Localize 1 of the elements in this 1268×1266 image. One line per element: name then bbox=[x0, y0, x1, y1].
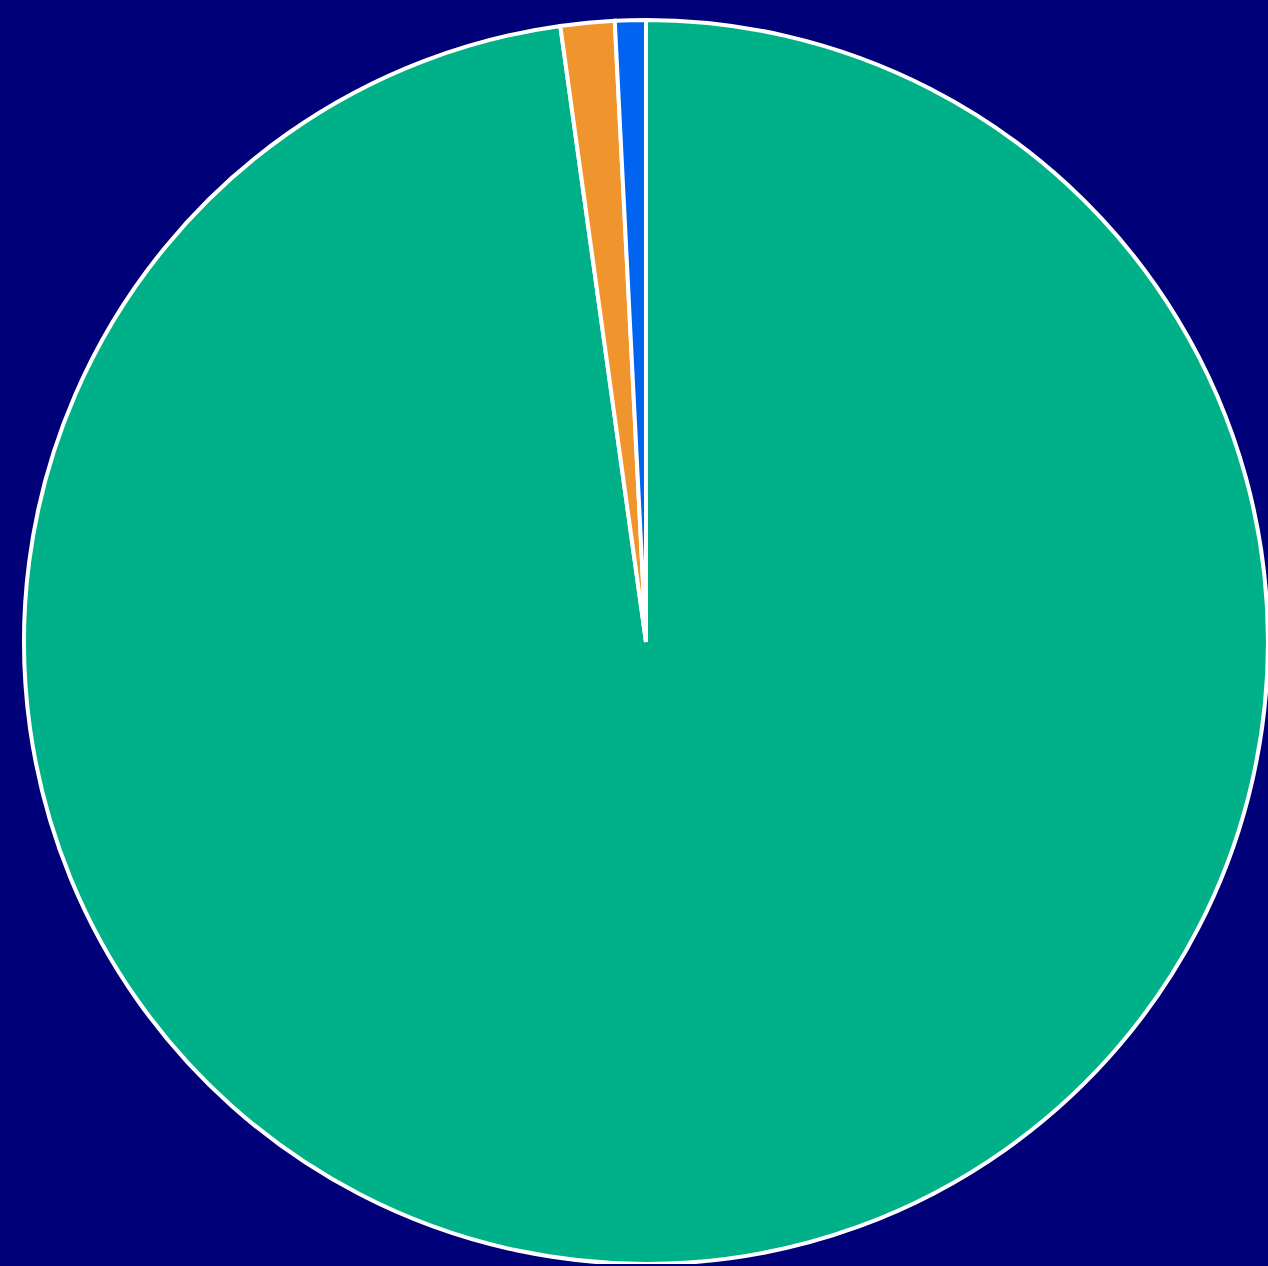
pie-slice bbox=[22, 18, 1268, 1264]
